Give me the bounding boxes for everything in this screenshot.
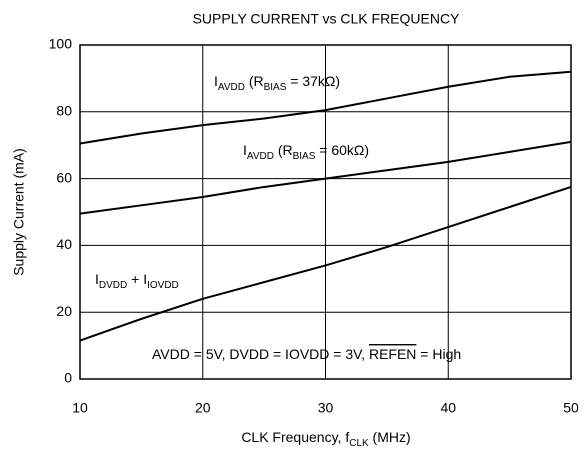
text-part: I <box>95 271 99 287</box>
y-tick-label: 80 <box>56 103 72 119</box>
x-tick-label: 30 <box>318 400 334 416</box>
y-tick-label: 0 <box>64 370 72 386</box>
annotation: AVDD = 5V, DVDD = IOVDD = 3V, REFEN = Hi… <box>152 346 461 362</box>
subscript: AVDD <box>218 82 245 93</box>
annotation: IAVDD (RBIAS = 37kΩ) <box>214 73 340 93</box>
series-line <box>79 185 572 342</box>
y-tick-label: 60 <box>56 169 72 185</box>
text-part: (R <box>274 142 293 158</box>
subscript: AVDD <box>247 151 274 162</box>
y-tick-label: 20 <box>56 303 72 319</box>
text-part: = 60kΩ) <box>315 142 369 158</box>
series-line <box>79 140 572 215</box>
text-part: REFEN <box>369 346 416 362</box>
x-tick-label: 10 <box>72 400 88 416</box>
text-part: = High <box>416 346 461 362</box>
text-part: (MHz) <box>369 429 411 445</box>
y-tick-label: 40 <box>56 236 72 252</box>
annotation: IDVDD + IIOVDD <box>95 271 179 291</box>
text-part: (R <box>245 73 264 89</box>
y-axis-label: Supply Current (mA) <box>11 148 27 276</box>
text-part: I <box>243 142 247 158</box>
subscript: BIAS <box>264 82 287 93</box>
text-part: + I <box>127 271 147 287</box>
subscript: BIAS <box>293 151 316 162</box>
x-tick-label: 40 <box>440 400 456 416</box>
x-axis-label: CLK Frequency, fCLK (MHz) <box>241 429 410 449</box>
text-part: I <box>214 73 218 89</box>
subscript: IOVDD <box>147 280 179 291</box>
chart-title: SUPPLY CURRENT vs CLK FREQUENCY <box>193 11 460 27</box>
x-tick-label: 50 <box>563 400 579 416</box>
y-tick-label: 100 <box>49 36 73 52</box>
subscript: CLK <box>349 438 369 449</box>
annotation: IAVDD (RBIAS = 60kΩ) <box>243 142 369 162</box>
x-tick-label: 20 <box>195 400 211 416</box>
text-part: = 37kΩ) <box>286 73 340 89</box>
series-line <box>79 70 572 145</box>
plot-frame <box>79 44 572 380</box>
subscript: DVDD <box>99 280 127 291</box>
text-part: AVDD = 5V, DVDD = IOVDD = 3V, <box>152 346 369 362</box>
text-part: CLK Frequency, f <box>241 429 349 445</box>
